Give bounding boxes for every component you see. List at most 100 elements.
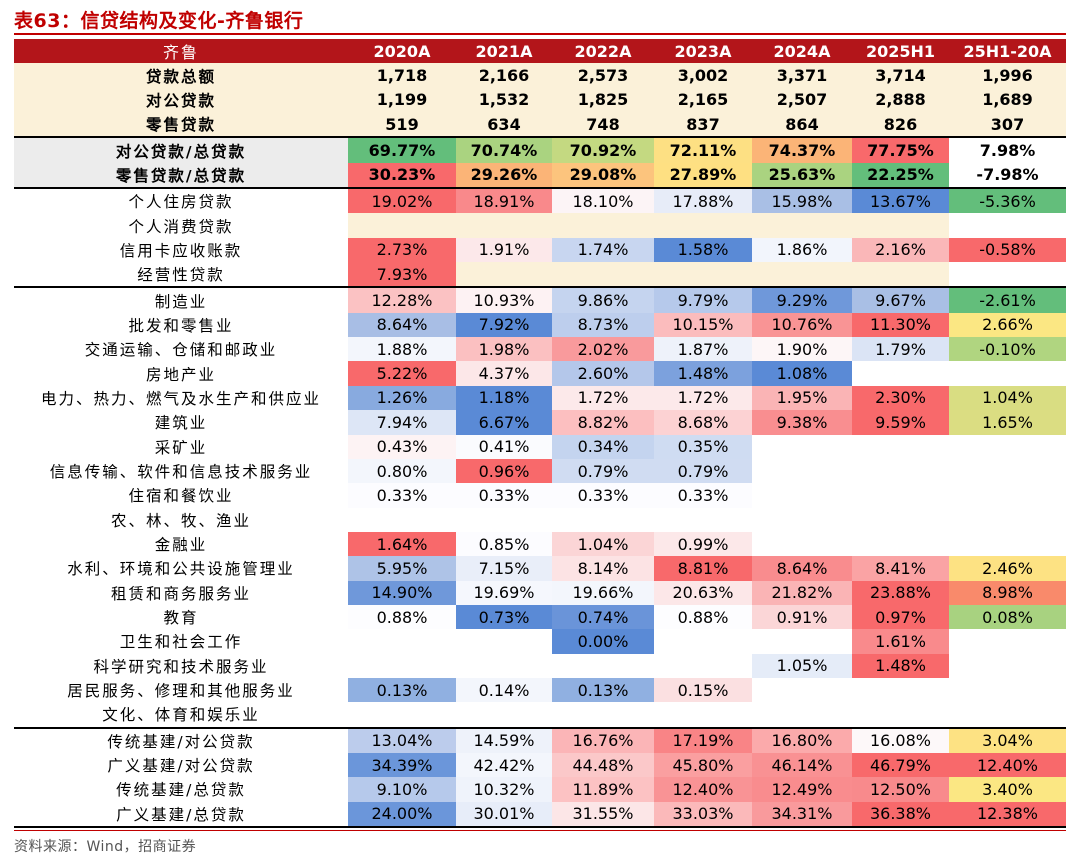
table-cell: 18.91% <box>456 187 552 214</box>
row-label: 水利、环境和公共设施管理业 <box>67 560 295 579</box>
table-cell: 8.73% <box>552 312 654 338</box>
table-row: 租赁和商务服务业 14.90% 19.69% 19.66% 20.63% 21.82% 23… <box>14 580 1066 605</box>
table-cell: 0.88% <box>654 604 752 630</box>
table-cell: 11.89% <box>552 777 654 802</box>
table-cell <box>852 459 949 483</box>
table-cell: 9.67% <box>852 286 949 313</box>
table-cell: 3.40% <box>949 777 1066 802</box>
table-cell: 42.42% <box>456 752 552 778</box>
table-cell: 1.61% <box>852 629 949 654</box>
table-cell: 1.72% <box>654 385 752 411</box>
table-cell: 45.80% <box>654 752 752 778</box>
table-cell: 7.15% <box>456 556 552 581</box>
table-cell: 9.79% <box>654 286 752 313</box>
table-cell <box>852 678 949 702</box>
table-cell: 9.29% <box>752 286 852 313</box>
row-label: 卫生和社会工作 <box>119 633 243 652</box>
table-cell: 8.64% <box>752 556 852 581</box>
row-label: 个人住房贷款 <box>14 187 348 214</box>
row-label: 广义基建/总贷款 <box>14 801 348 829</box>
table-cell <box>552 508 654 532</box>
table-row: 金融业 1.64% 0.85% 1.04% 0.99% <box>14 531 1066 557</box>
table-cell: 2.60% <box>552 361 654 386</box>
table-cell: 826 <box>852 112 949 138</box>
row-label: 居民服务、修理和其他服务业 <box>67 682 295 701</box>
table-cell: 10.32% <box>456 777 552 802</box>
table-body: 贷款总额 1,718 2,166 2,573 3,002 3,371 3,714 1,996 对… <box>14 63 1066 829</box>
table-cell <box>852 508 949 532</box>
table-cell: 1.98% <box>456 337 552 362</box>
table-cell: 31.55% <box>552 801 654 829</box>
table-cell <box>654 262 752 288</box>
table-cell: -0.10% <box>949 337 1066 362</box>
table-cell <box>949 508 1066 532</box>
table-cell: 0.74% <box>552 604 654 630</box>
column-header: 2024A <box>752 39 852 64</box>
table-cell: 5.22% <box>348 361 456 386</box>
table-cell: 1,199 <box>348 87 456 113</box>
table-cell: 634 <box>456 112 552 138</box>
table-cell: 12.28% <box>348 286 456 313</box>
table-cell: 19.02% <box>348 187 456 214</box>
table-cell: 2,166 <box>456 63 552 88</box>
table-row: 信息传输、软件和信息技术服务业 0.80% 0.96% 0.79% 0.79% <box>14 458 1066 484</box>
table-cell: 1.79% <box>852 337 949 362</box>
table-cell <box>654 213 752 238</box>
table-cell: 4.37% <box>456 361 552 386</box>
table-cell: 0.79% <box>654 458 752 484</box>
table-cell <box>348 508 456 532</box>
table-row: 对公贷款 1,199 1,532 1,825 2,165 2,507 2,888 1,689 <box>14 87 1066 113</box>
table-cell <box>852 435 949 459</box>
table-cell: 22.25% <box>852 162 949 189</box>
table-cell: 18.10% <box>552 187 654 214</box>
table-cell: 12.49% <box>752 777 852 802</box>
table-cell <box>456 702 552 727</box>
table-cell: 1,996 <box>949 63 1066 88</box>
table-cell: 8.68% <box>654 410 752 435</box>
table-row: 零售贷款 519 634 748 837 864 826 307 <box>14 112 1066 138</box>
table-cell: 0.79% <box>552 458 654 484</box>
table-cell: 1,689 <box>949 87 1066 113</box>
table-row: 房地产业 5.22% 4.37% 2.60% 1.48% 1.08% <box>14 361 1066 386</box>
table-cell: 10.93% <box>456 286 552 313</box>
table-cell: 16.76% <box>552 726 654 753</box>
table-cell: 0.15% <box>654 677 752 703</box>
table-cell: 16.80% <box>752 726 852 753</box>
table-cell <box>752 532 852 556</box>
table-cell: 0.99% <box>654 531 752 557</box>
table-cell: 19.69% <box>456 580 552 605</box>
row-label: 零售贷款 <box>14 112 348 138</box>
table-cell <box>456 213 552 238</box>
table-cell: 8.41% <box>852 556 949 581</box>
table-cell: 1.90% <box>752 337 852 362</box>
table-row: 信用卡应收账款 2.73% 1.91% 1.74% 1.58% 1.86% 2.16% -0.… <box>14 237 1066 263</box>
table-cell: 0.91% <box>752 604 852 630</box>
table-cell <box>949 629 1066 653</box>
row-label: 金融业 <box>154 536 208 555</box>
table-cell: 307 <box>949 112 1066 138</box>
table-cell: 0.34% <box>552 434 654 459</box>
row-label: 对公贷款 <box>14 87 348 113</box>
table-cell: 0.41% <box>456 434 552 459</box>
table-cell: 0.13% <box>348 677 456 703</box>
table-cell: 2.46% <box>949 556 1066 581</box>
table-cell <box>752 678 852 702</box>
table-cell <box>752 508 852 532</box>
table-cell: 14.90% <box>348 580 456 605</box>
table-row: 水利、环境和公共设施管理业 5.95% 7.15% 8.14% 8.81% 8.64% 8.… <box>14 556 1066 581</box>
table-cell: 6.67% <box>456 410 552 435</box>
row-label: 电力、热力、燃气及水生产和供应业 <box>40 389 321 408</box>
header-row: 齐鲁 2020A 2021A 2022A 2023A 2024A 2025H1 25H1-20… <box>14 39 1066 64</box>
table-cell: 30.23% <box>348 162 456 189</box>
table-cell: 3,714 <box>852 63 949 88</box>
row-label: 传统基建/总贷款 <box>116 781 246 800</box>
table-cell: 34.31% <box>752 801 852 829</box>
table-cell: 10.76% <box>752 312 852 338</box>
table-cell <box>654 629 752 653</box>
table-cell: 17.88% <box>654 187 752 214</box>
table-cell <box>852 262 949 288</box>
table-cell: 12.40% <box>654 777 752 802</box>
row-label: 个人消费贷款 <box>128 217 234 236</box>
table-cell: 1.87% <box>654 337 752 362</box>
table-row: 电力、热力、燃气及水生产和供应业 1.26% 1.18% 1.72% 1.72% 1.95… <box>14 385 1066 411</box>
